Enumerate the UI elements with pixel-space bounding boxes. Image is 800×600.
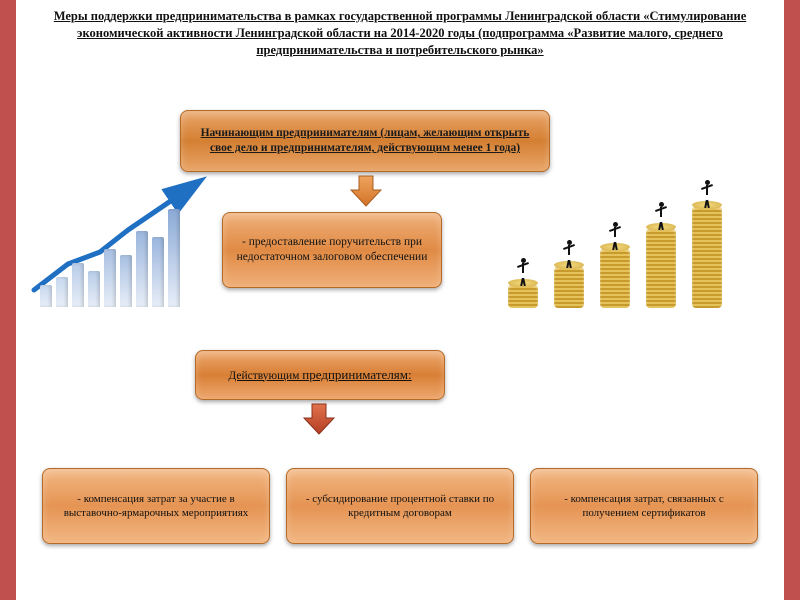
arrow-down-1 bbox=[349, 174, 383, 208]
box-bottom-2: - субсидирование процентной ставки по кр… bbox=[286, 468, 514, 544]
box-beginners-text: Начинающим предпринимателям (лицам, жела… bbox=[191, 126, 539, 156]
left-stripe bbox=[0, 0, 16, 600]
box-active: Действующим предпринимателям: bbox=[195, 350, 445, 400]
box-active-label2: предпринимателям: bbox=[302, 367, 411, 382]
right-stripe bbox=[784, 0, 800, 600]
box-bottom-1-text: - компенсация затрат за участие в выстав… bbox=[53, 492, 259, 521]
arrow-down-2 bbox=[302, 402, 336, 436]
box-bottom-3: - компенсация затрат, связанных с получе… bbox=[530, 468, 758, 544]
chart-growth-icon bbox=[28, 192, 198, 307]
box-bottom-2-text: - субсидирование процентной ставки по кр… bbox=[297, 492, 503, 521]
box-beginners: Начинающим предпринимателям (лицам, жела… bbox=[180, 110, 550, 172]
page-title: Меры поддержки предпринимательства в рам… bbox=[28, 8, 772, 59]
box-guarantee-text: - предоставление поручительств при недос… bbox=[233, 235, 431, 265]
coins-figures-icon bbox=[498, 188, 758, 308]
box-guarantee: - предоставление поручительств при недос… bbox=[222, 212, 442, 288]
box-bottom-3-text: - компенсация затрат, связанных с получе… bbox=[541, 492, 747, 521]
box-bottom-1: - компенсация затрат за участие в выстав… bbox=[42, 468, 270, 544]
box-active-label1: Действующим bbox=[228, 370, 302, 382]
